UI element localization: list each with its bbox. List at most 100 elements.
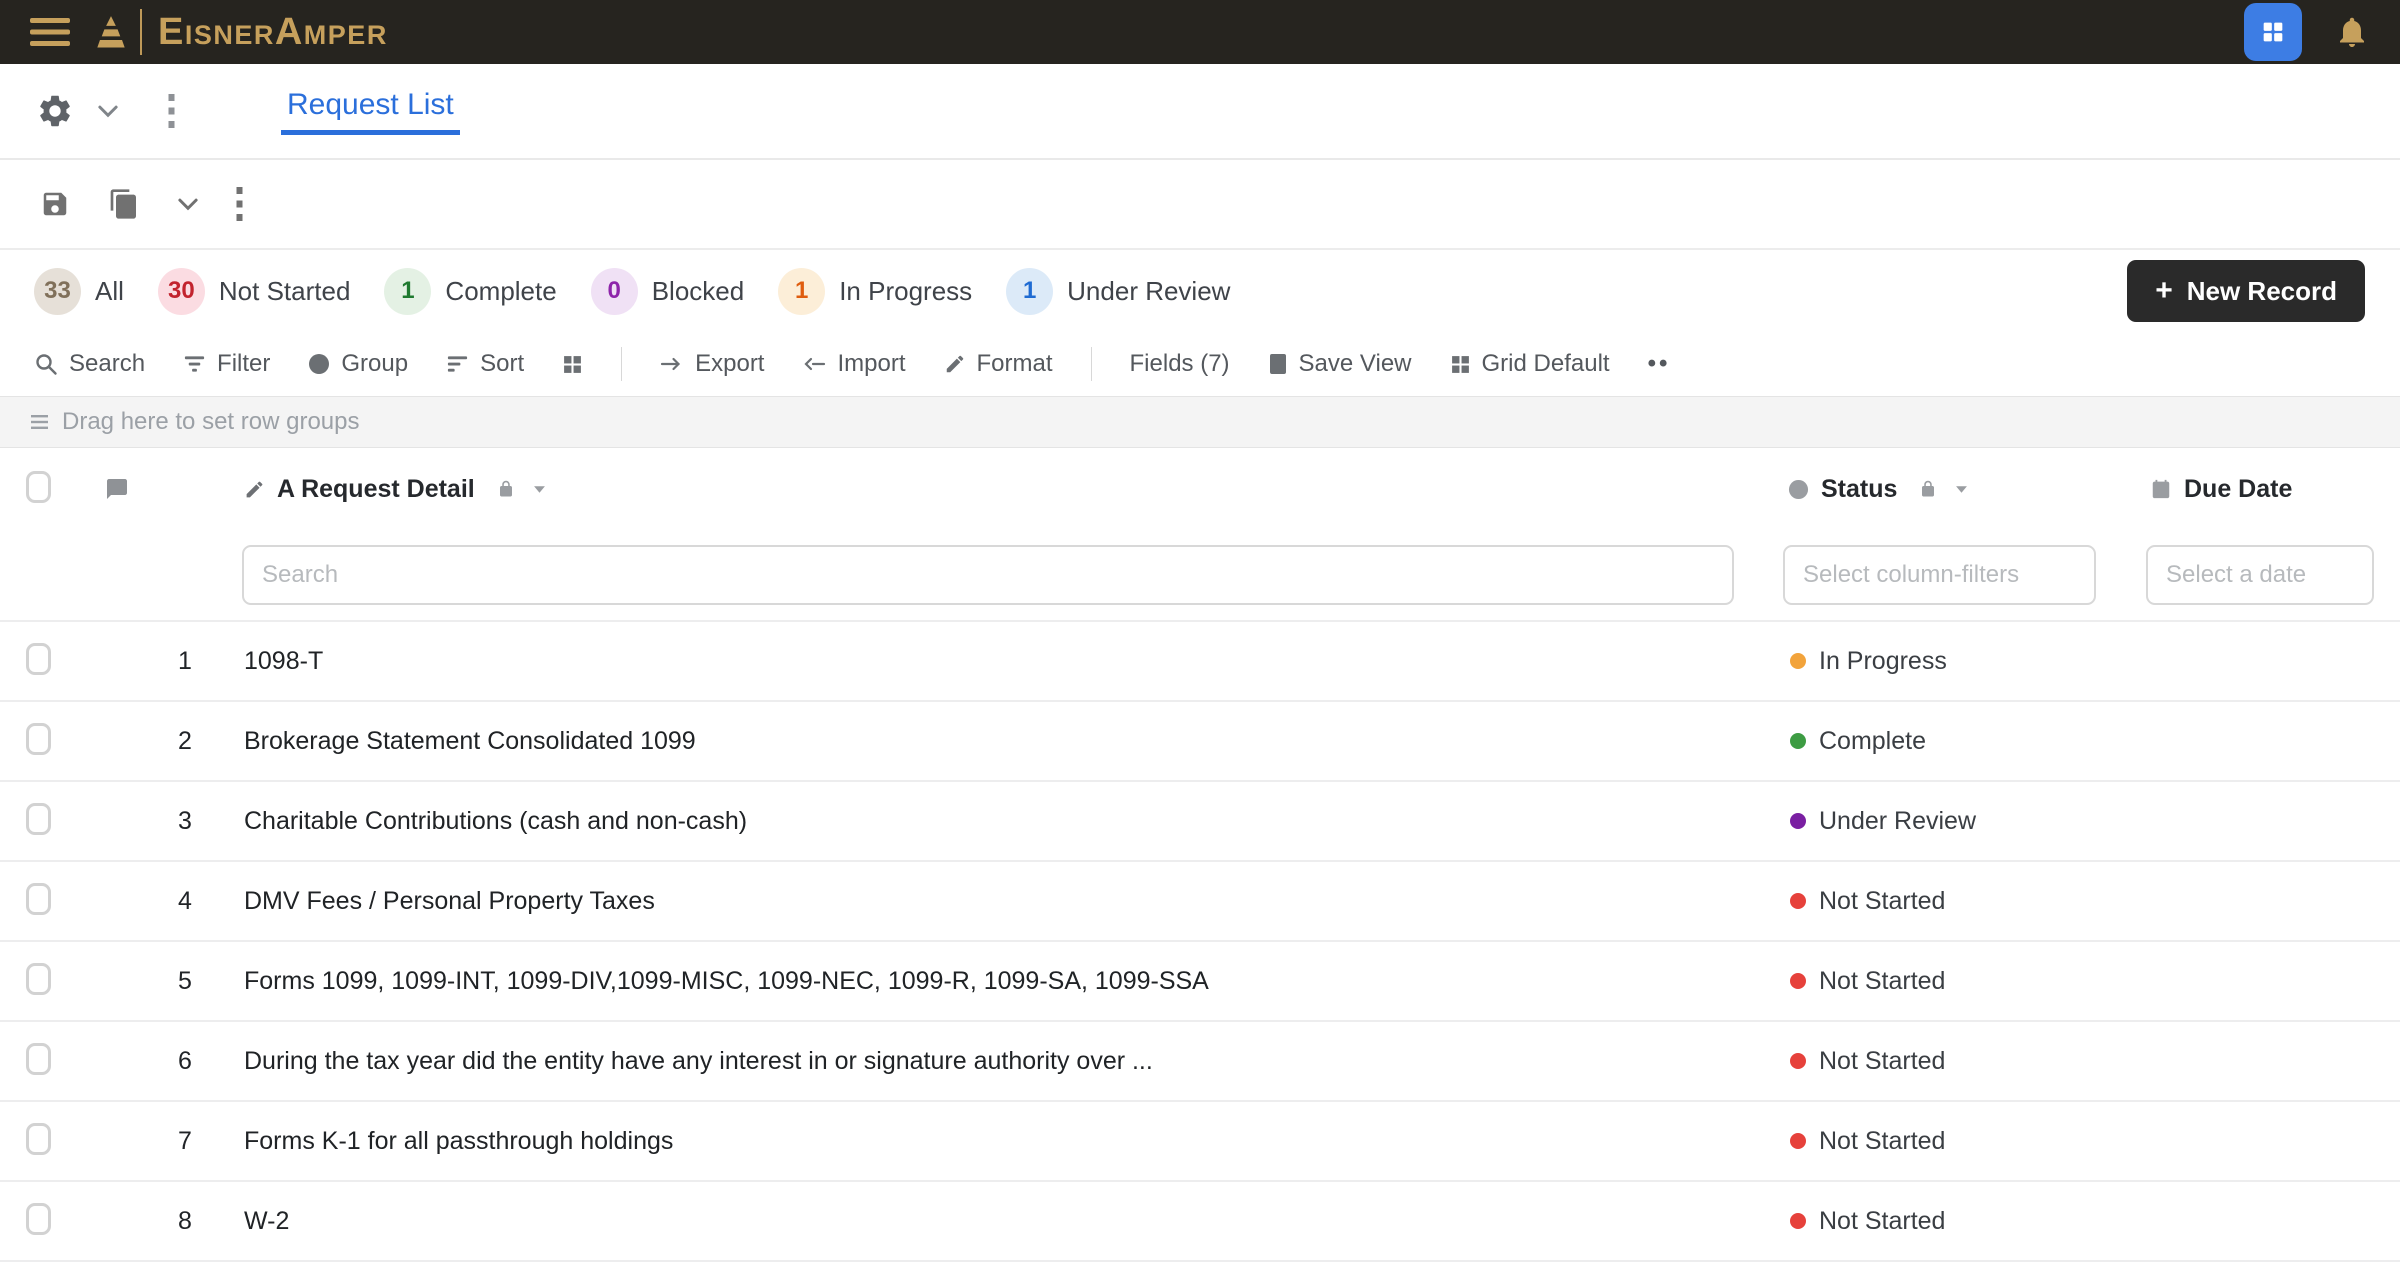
toolbar-more-button[interactable]: ••	[1647, 350, 1671, 377]
export-button[interactable]: Export	[660, 350, 764, 378]
status-filter-chip[interactable]: 30 Not Started	[157, 267, 351, 315]
table-row[interactable]: 2 Brokerage Statement Consolidated 1099 …	[0, 702, 2400, 782]
settings-chevron-button[interactable]	[98, 105, 118, 118]
chip-count-badge: 1	[384, 267, 432, 315]
request-detail-cell[interactable]: Forms 1099, 1099-INT, 1099-DIV,1099-MISC…	[244, 966, 1209, 995]
due-date-filter-input[interactable]	[2146, 545, 2374, 605]
search-input[interactable]	[242, 545, 1734, 605]
brand-divider	[140, 9, 142, 55]
kebab-menu-icon	[168, 94, 175, 128]
layout-grid-button[interactable]	[562, 354, 583, 375]
status-cell[interactable]: In Progress	[1770, 647, 2120, 676]
status-cell[interactable]: Not Started	[1770, 967, 2120, 996]
status-cell[interactable]: Complete	[1770, 727, 2120, 756]
chip-label: Blocked	[651, 275, 745, 306]
chip-count-badge: 1	[1006, 267, 1054, 315]
format-button[interactable]: Format	[944, 350, 1053, 378]
request-detail-cell[interactable]: W-2	[244, 1206, 290, 1235]
row-checkbox[interactable]	[26, 882, 51, 915]
table-row[interactable]: 3 Charitable Contributions (cash and non…	[0, 782, 2400, 862]
search-toolbar-button[interactable]: Search	[34, 350, 145, 378]
tab-bar: Request List	[0, 64, 2400, 160]
app-header: EisnerAmper	[0, 0, 2400, 64]
column-menu-icon[interactable]	[533, 485, 546, 494]
status-dot	[1790, 653, 1806, 669]
request-detail-cell[interactable]: 1098-T	[244, 646, 324, 675]
table-row[interactable]: 6 During the tax year did the entity hav…	[0, 1022, 2400, 1102]
column-header-request-detail[interactable]: A Request Detail	[220, 475, 1770, 504]
table-row[interactable]: 5 Forms 1099, 1099-INT, 1099-DIV,1099-MI…	[0, 942, 2400, 1022]
column-menu-icon[interactable]	[1955, 485, 1968, 494]
column-header-status[interactable]: Status	[1770, 475, 2120, 504]
document-overflow-button[interactable]	[236, 186, 243, 222]
row-checkbox[interactable]	[26, 722, 51, 755]
status-cell[interactable]: Under Review	[1770, 807, 2120, 836]
status-cell[interactable]: Not Started	[1770, 1047, 2120, 1076]
request-detail-cell[interactable]: Charitable Contributions (cash and non-c…	[244, 806, 748, 835]
notifications-button[interactable]	[2334, 14, 2370, 50]
status-cell[interactable]: Not Started	[1770, 1207, 2120, 1236]
status-filter-chip[interactable]: 33 All	[34, 267, 124, 315]
request-detail-cell[interactable]: Brokerage Statement Consolidated 1099	[244, 726, 696, 755]
table-row[interactable]: 8 W-2 Not Started	[0, 1182, 2400, 1262]
fields-button[interactable]: Fields (7)	[1129, 350, 1230, 377]
group-toolbar-button[interactable]: Group	[308, 350, 408, 378]
hamburger-icon	[30, 18, 70, 46]
chip-label: Not Started	[218, 275, 351, 306]
select-all-checkbox[interactable]	[26, 470, 51, 503]
chip-count-badge: 30	[157, 267, 205, 315]
table-row[interactable]: 1 1098-T In Progress	[0, 622, 2400, 702]
status-label: Not Started	[1819, 1046, 1946, 1075]
status-dot	[1790, 813, 1806, 829]
new-record-button[interactable]: + New Record	[2127, 260, 2365, 322]
chip-label: Complete	[445, 275, 557, 306]
table-row[interactable]: 4 DMV Fees / Personal Property Taxes Not…	[0, 862, 2400, 942]
request-detail-cell[interactable]: Forms K-1 for all passthrough holdings	[244, 1126, 674, 1155]
sort-toolbar-button[interactable]: Sort	[446, 350, 524, 378]
pencil-icon	[244, 479, 265, 500]
brand-pyramid-logo	[96, 13, 126, 51]
apps-button[interactable]	[2244, 3, 2302, 61]
status-filter-chip[interactable]: 1 In Progress	[778, 267, 972, 315]
row-checkbox[interactable]	[26, 802, 51, 835]
status-cell[interactable]: Not Started	[1770, 887, 2120, 916]
status-label: In Progress	[1819, 646, 1947, 675]
tab-overflow-button[interactable]	[168, 93, 175, 129]
row-checkbox[interactable]	[26, 642, 51, 675]
chip-label: Under Review	[1067, 275, 1231, 306]
status-filter-input[interactable]	[1783, 545, 2096, 605]
status-filter-chip[interactable]: 0 Blocked	[590, 267, 745, 315]
table-row[interactable]: 7 Forms K-1 for all passthrough holdings…	[0, 1102, 2400, 1182]
save-options-chevron-button[interactable]	[178, 198, 198, 211]
status-cell[interactable]: Not Started	[1770, 1127, 2120, 1156]
status-filter-chip[interactable]: 1 Complete	[384, 267, 557, 315]
row-checkbox[interactable]	[26, 1042, 51, 1075]
row-checkbox[interactable]	[26, 1122, 51, 1155]
calendar-icon	[2150, 478, 2172, 500]
hamburger-menu-button[interactable]	[30, 17, 70, 47]
filter-toolbar-button[interactable]: Filter	[183, 350, 270, 378]
row-group-drop-zone[interactable]: Drag here to set row groups	[0, 396, 2400, 448]
import-button[interactable]: Import	[802, 350, 906, 378]
duplicate-button[interactable]	[108, 188, 140, 220]
row-number: 6	[178, 1046, 192, 1075]
save-button[interactable]	[40, 189, 70, 219]
request-detail-cell[interactable]: DMV Fees / Personal Property Taxes	[244, 886, 655, 915]
settings-button[interactable]	[36, 92, 74, 130]
status-dot	[1790, 973, 1806, 989]
grid-icon	[1450, 354, 1471, 375]
request-detail-cell[interactable]: During the tax year did the entity have …	[244, 1046, 1153, 1075]
row-checkbox[interactable]	[26, 962, 51, 995]
row-checkbox[interactable]	[26, 1202, 51, 1235]
column-header-due-date[interactable]: Due Date	[2120, 475, 2400, 504]
save-view-button[interactable]: Save View	[1268, 350, 1412, 378]
tab-request-list[interactable]: Request List	[281, 88, 460, 135]
grid-default-button[interactable]: Grid Default	[1450, 350, 1610, 378]
search-icon	[34, 352, 58, 376]
kebab-menu-icon	[236, 187, 243, 221]
status-dot	[1790, 1133, 1806, 1149]
table-body: 1 1098-T In Progress 2 Brokerage Stateme…	[0, 622, 2400, 1286]
status-filter-chips: 33 All 30 Not Started 1 Complete 0 Block…	[34, 267, 1264, 315]
status-filter-chip[interactable]: 1 Under Review	[1006, 267, 1231, 315]
